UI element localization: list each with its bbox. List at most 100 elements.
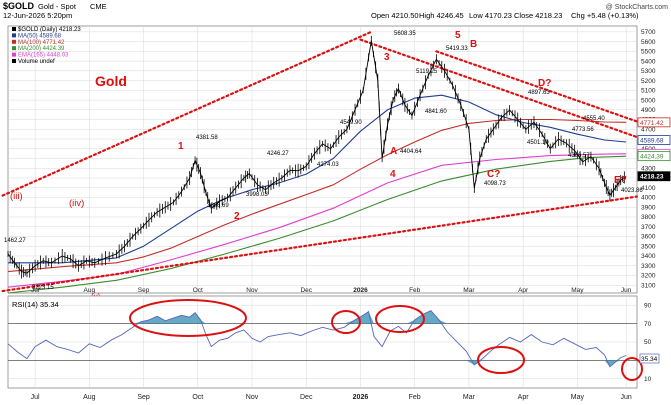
- wave-label-iii: (iii): [10, 191, 23, 202]
- x-tick-label-top: Mar: [463, 287, 475, 294]
- legend-swatch: [12, 27, 16, 31]
- x-axis-price: Jul Aug Sep Oct Nov Dec 2026 Feb Mar Apr May Jun: [31, 287, 632, 294]
- wave-label-iiv: (iiv): [69, 198, 84, 209]
- header-close: Close 4218.23: [514, 11, 562, 20]
- price-callout-box: [637, 135, 671, 145]
- price-label: 4381.58: [196, 135, 218, 141]
- price-callout-box: [637, 151, 671, 162]
- legend-label: Volume undef: [18, 59, 55, 65]
- price-callout-label: 4589.68: [640, 138, 664, 145]
- price-panel: [7, 25, 638, 294]
- wave-label-3: 3: [384, 52, 390, 63]
- price-tick-label: 4000: [641, 195, 656, 202]
- x-tick-label-top: Feb: [409, 287, 421, 294]
- ma200-line: [7, 155, 627, 294]
- price-callout-label: 4218.23: [640, 174, 664, 181]
- header-low: Low 4170.23: [469, 11, 512, 20]
- wave-label-E: E?: [614, 175, 627, 186]
- price-tick-label: 5300: [641, 68, 656, 75]
- legend-swatch: [12, 46, 16, 51]
- trendline-descending: [359, 38, 639, 139]
- x-tick-label-top: 2026: [353, 287, 368, 294]
- header-exchange: CME: [90, 2, 107, 11]
- rsi-circle: [375, 305, 425, 333]
- x-tick-label-top: Jul: [31, 287, 40, 294]
- price-tick-label: 5500: [641, 49, 656, 56]
- header-open: Open 4210.50: [371, 11, 419, 20]
- price-label: 4897.63: [528, 90, 550, 96]
- legend-label: EMA(165) 4448.03: [18, 53, 69, 59]
- rsi-tick-label: 50: [644, 339, 652, 346]
- price-tick-label: 3100: [641, 282, 656, 289]
- x-tick-label: 2026: [353, 394, 369, 401]
- price-label: 3886.69: [207, 203, 229, 209]
- price-tick-label: 3900: [641, 204, 656, 211]
- legend-swatch: [12, 33, 16, 38]
- price-label: 3998.03: [246, 192, 268, 198]
- x-tick-label: Jul: [31, 394, 40, 401]
- wave-label-4: 4: [390, 169, 396, 180]
- x-tick-label-top: Oct: [193, 287, 203, 294]
- x-tick-label-top: Jun: [621, 287, 632, 294]
- price-label: 4773.56: [572, 127, 594, 133]
- header-symbol: $GOLD: [3, 1, 35, 11]
- rsi-circles: [129, 299, 643, 381]
- price-label: 4274.03: [317, 162, 339, 168]
- header-change: Chg +5.48 (+0.13%): [571, 11, 639, 20]
- x-tick-label-top: Apr: [518, 287, 529, 294]
- chart-title-gold: Gold: [95, 73, 127, 89]
- price-tick-label: 5400: [641, 58, 656, 65]
- x-tick-label: Nov: [246, 394, 259, 401]
- price-tick-label: 4900: [641, 107, 656, 114]
- watermark: @ StockCharts.com: [606, 4, 669, 11]
- price-label: 4098.73: [484, 181, 506, 187]
- price-tick-label: 5200: [641, 78, 656, 85]
- wave-label-C: C?: [487, 169, 500, 180]
- price-label: 4023.86: [621, 188, 643, 194]
- rsi-tick-label: 10: [644, 376, 652, 383]
- legend-label: MA(50) 4589.68: [18, 33, 62, 39]
- legend-label: MA(200) 4424.39: [18, 46, 65, 52]
- trendline-descending2: [435, 50, 639, 123]
- price-tick-label: 3800: [641, 214, 656, 221]
- wave-label-B: B: [470, 39, 477, 50]
- rsi-circle: [477, 346, 525, 374]
- price-label: 5119.25: [416, 69, 438, 75]
- wave-label-D: D?: [538, 78, 551, 89]
- price-callout-box: [637, 117, 671, 128]
- x-tick-label: Feb: [409, 394, 421, 401]
- rsi-circle: [331, 310, 361, 334]
- price-callout-box: [637, 171, 671, 182]
- rsi-callout: [639, 353, 660, 364]
- price-callout-label: 4771.42: [640, 120, 664, 127]
- price-label: 5419.33: [446, 46, 468, 52]
- x-tick-label: Jun: [621, 394, 632, 401]
- rsi-series: [7, 310, 627, 368]
- rsi-line: [7, 310, 627, 368]
- rsi-tick-label: 90: [644, 302, 652, 309]
- x-tick-label: Sep: [137, 394, 150, 401]
- price-tick-label: 3200: [641, 273, 656, 280]
- price-label: 4501.10: [527, 140, 549, 146]
- price-callout-label: 4424.39: [640, 154, 664, 161]
- legend-label: MA(100) 4771.42: [18, 40, 65, 46]
- price-label: 4366.57: [568, 153, 590, 159]
- ma100-line: [7, 118, 627, 273]
- x-tick-label: Aug: [83, 394, 96, 401]
- price-tick-label: 4700: [641, 126, 656, 133]
- price-tick-label: 3400: [641, 253, 656, 260]
- price-tick-label: 5000: [641, 97, 656, 104]
- x-axis-rsi: Jul Aug Sep Oct Nov Dec 2026 Feb Mar Apr May Jun: [31, 394, 632, 401]
- price-tick-label: 5700: [641, 29, 656, 36]
- price-label: 4404.64: [400, 149, 422, 155]
- trendline-lower: [1, 195, 639, 293]
- wave-label-5: 5: [455, 30, 461, 41]
- x-tick-label-top: Aug: [84, 287, 96, 294]
- price-tick-label: 3300: [641, 263, 656, 270]
- x-tick-label-top: Nov: [246, 287, 258, 294]
- rsi-oversold-fill: [8, 360, 627, 367]
- x-tick-label: Apr: [518, 394, 530, 401]
- wave-label-A: A: [390, 146, 397, 157]
